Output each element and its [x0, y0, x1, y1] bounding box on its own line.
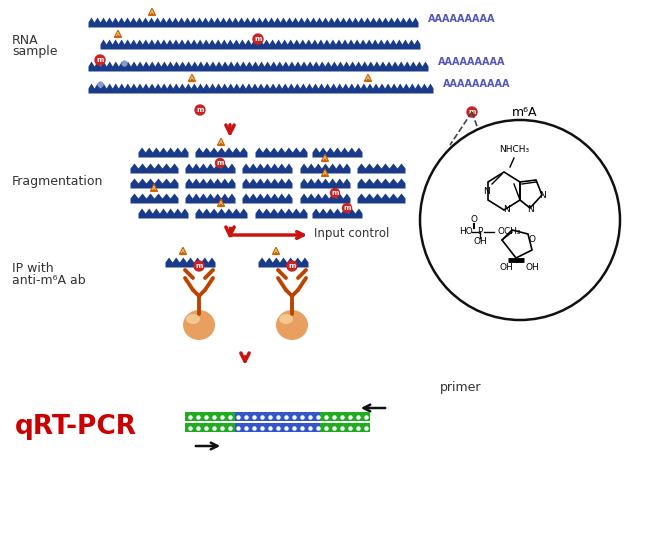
Text: A: A [116, 32, 120, 37]
Polygon shape [148, 8, 155, 15]
Polygon shape [179, 247, 187, 254]
Circle shape [95, 55, 105, 65]
Polygon shape [272, 247, 280, 254]
Text: anti-m⁶A ab: anti-m⁶A ab [12, 274, 86, 287]
Ellipse shape [183, 310, 215, 340]
FancyBboxPatch shape [185, 412, 370, 421]
Text: sample: sample [12, 45, 57, 59]
Text: m: m [289, 263, 296, 269]
Text: m: m [96, 57, 104, 63]
Polygon shape [114, 31, 122, 37]
Text: A: A [152, 186, 156, 191]
Text: A: A [323, 156, 327, 161]
Text: Input control: Input control [314, 226, 389, 240]
Circle shape [420, 120, 620, 320]
Text: OH: OH [473, 237, 487, 247]
Polygon shape [365, 74, 372, 82]
Text: A: A [150, 10, 154, 15]
Polygon shape [218, 200, 224, 206]
Polygon shape [322, 154, 328, 161]
Circle shape [467, 107, 477, 117]
Text: HO: HO [459, 228, 473, 236]
Text: AAAAAAAAA: AAAAAAAAA [428, 14, 495, 24]
Ellipse shape [279, 314, 293, 324]
Text: AAAAAAAAA: AAAAAAAAA [438, 57, 506, 67]
Polygon shape [218, 138, 224, 146]
Text: m: m [195, 263, 203, 269]
Text: m⁶A: m⁶A [512, 106, 538, 119]
Polygon shape [322, 170, 328, 176]
Text: N: N [482, 187, 489, 195]
Text: RNA: RNA [12, 33, 38, 46]
Text: Fragmentation: Fragmentation [12, 176, 103, 189]
Text: A: A [323, 171, 327, 176]
Ellipse shape [276, 310, 308, 340]
Text: NHCH₃: NHCH₃ [499, 146, 529, 154]
Text: A: A [219, 201, 223, 206]
Text: m: m [332, 190, 339, 196]
Text: OH: OH [525, 264, 539, 272]
Circle shape [216, 159, 224, 167]
Circle shape [343, 203, 352, 212]
Text: O: O [528, 236, 536, 245]
Text: OH: OH [499, 264, 513, 272]
Text: N: N [539, 190, 545, 200]
Text: m: m [254, 36, 262, 42]
Text: primer: primer [440, 381, 482, 394]
FancyBboxPatch shape [185, 423, 370, 432]
Text: m: m [216, 160, 224, 166]
Circle shape [194, 261, 204, 271]
Circle shape [330, 189, 339, 197]
Text: AAAAAAAAA: AAAAAAAAA [443, 79, 510, 89]
Text: IP with: IP with [12, 261, 53, 275]
FancyBboxPatch shape [235, 423, 320, 432]
Text: A: A [219, 140, 223, 145]
Circle shape [195, 105, 205, 115]
Text: A: A [366, 76, 370, 81]
Text: P: P [477, 228, 483, 236]
Text: A: A [274, 249, 278, 254]
Polygon shape [151, 184, 157, 191]
Circle shape [287, 261, 297, 271]
Text: m: m [343, 205, 351, 211]
Ellipse shape [186, 314, 200, 324]
Text: qRT-PCR: qRT-PCR [15, 414, 137, 440]
Text: m: m [468, 109, 476, 115]
Text: O: O [471, 216, 478, 224]
Text: N: N [502, 206, 510, 214]
Text: A: A [190, 76, 194, 81]
Circle shape [253, 34, 263, 44]
Text: OCH₂: OCH₂ [497, 228, 521, 236]
Polygon shape [188, 74, 196, 82]
Text: N: N [528, 205, 534, 213]
Text: m: m [196, 107, 203, 113]
FancyBboxPatch shape [235, 412, 320, 421]
Text: A: A [181, 249, 185, 254]
